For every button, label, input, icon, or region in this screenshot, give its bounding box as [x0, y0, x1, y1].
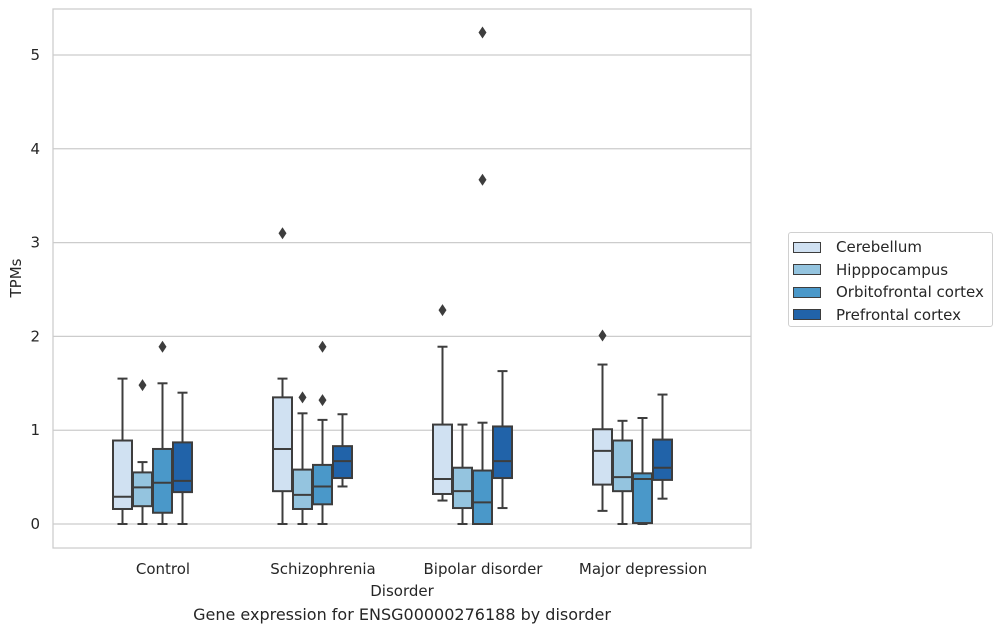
legend-label: Prefrontal cortex — [836, 305, 961, 324]
y-axis-label: TPMs — [7, 258, 25, 298]
box-body — [172, 441, 193, 494]
box-cerebellum — [272, 227, 293, 525]
plot-frame — [52, 8, 752, 549]
outlier-point — [318, 394, 327, 407]
box-body — [132, 471, 153, 508]
legend-label: Orbitofrontal cortex — [836, 283, 984, 302]
box-cerebellum — [592, 329, 613, 512]
legend: Cerebellum Hipppocampus Orbitofrontal cort… — [788, 232, 993, 327]
y-tick-label: 2 — [30, 327, 40, 345]
outlier-point — [278, 227, 287, 240]
box-orbitofrontal-cortex — [632, 417, 653, 525]
outlier-point — [138, 379, 147, 392]
outlier-point — [158, 340, 167, 353]
box-hipppocampus — [612, 419, 633, 525]
box-body — [612, 439, 633, 493]
legend-swatch — [793, 264, 821, 276]
box-prefrontal-cortex — [332, 413, 353, 488]
box-body — [492, 425, 513, 480]
outlier-point — [298, 391, 307, 404]
legend-label: Hipppocampus — [836, 260, 949, 279]
legend-swatch — [793, 286, 821, 298]
x-tick-label: Control — [136, 560, 190, 578]
box-body — [432, 423, 453, 495]
x-tick-label: Bipolar disorder — [424, 560, 544, 578]
x-tick-label: Schizophrenia — [270, 560, 375, 578]
x-tick-label: Major depression — [579, 560, 707, 578]
y-tick-label: 5 — [30, 46, 40, 64]
box-hipppocampus — [292, 391, 313, 525]
y-tick-label: 0 — [30, 515, 40, 533]
box-body — [312, 463, 333, 506]
y-tick-label: 4 — [30, 140, 40, 158]
box-body — [452, 466, 473, 510]
legend-item: Hipppocampus — [789, 259, 992, 282]
box-hipppocampus — [132, 379, 153, 525]
box-prefrontal-cortex — [492, 370, 513, 510]
box-cerebellum — [112, 377, 133, 525]
outlier-point — [438, 304, 447, 317]
outlier-point — [478, 173, 487, 186]
box-orbitofrontal-cortex — [152, 340, 173, 525]
legend-item: Orbitofrontal cortex — [789, 281, 992, 304]
chart-caption: Gene expression for ENSG00000276188 by d… — [193, 605, 611, 624]
box-body — [632, 472, 653, 525]
y-tick-labels: 0 1 2 3 4 5 — [30, 46, 40, 533]
box-cerebellum — [432, 304, 453, 502]
x-tick-labels: Control Schizophrenia Bipolar disorder Majo… — [136, 560, 707, 578]
outlier-point — [598, 329, 607, 342]
box-body — [112, 439, 133, 510]
legend-item: Prefrontal cortex — [789, 304, 992, 327]
box-body — [152, 447, 173, 514]
box-orbitofrontal-cortex — [472, 26, 493, 525]
box-body — [652, 438, 673, 481]
outlier-point — [478, 26, 487, 39]
y-tick-label: 1 — [30, 421, 40, 439]
box-prefrontal-cortex — [172, 391, 193, 525]
legend-label: Cerebellum — [836, 238, 922, 257]
legend-swatch — [793, 241, 821, 253]
y-tick-label: 3 — [30, 234, 40, 252]
box-hipppocampus — [452, 423, 473, 525]
box-body — [292, 468, 313, 510]
box-body — [592, 428, 613, 486]
box-orbitofrontal-cortex — [312, 340, 333, 525]
box-body — [472, 469, 493, 525]
box-body — [272, 396, 293, 493]
outlier-point — [318, 340, 327, 353]
x-axis-label: Disorder — [370, 582, 434, 600]
box-prefrontal-cortex — [652, 393, 673, 500]
legend-item: Cerebellum — [789, 236, 992, 259]
box-groups — [112, 26, 673, 525]
legend-swatch — [793, 309, 821, 321]
